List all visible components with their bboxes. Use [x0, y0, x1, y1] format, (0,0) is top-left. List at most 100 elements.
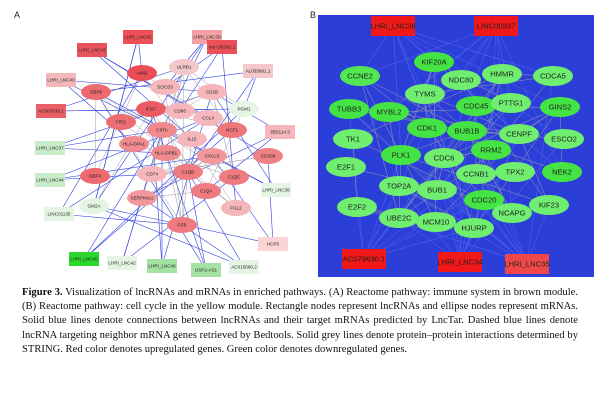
node-label: TK1 [346, 135, 360, 144]
figure-caption: Figure 3. Visualization of lncRNAs and m… [22, 286, 578, 357]
node-shape [456, 96, 496, 116]
node-cfb: CFB [167, 217, 197, 233]
node-shape [127, 65, 157, 81]
node-shape [147, 122, 177, 138]
node-shape [229, 101, 259, 117]
node-shape [329, 99, 369, 119]
node-al035681-1: AL035681.1 [243, 64, 273, 78]
node-shape [151, 145, 181, 161]
node-label: CDCA5 [540, 72, 566, 81]
lnc-edge [49, 147, 167, 154]
node-label: ZB5114.3 [270, 130, 290, 135]
node-ac007036-1: AC007036.1 [36, 104, 66, 118]
node-label: LHRI_LNC42 [108, 261, 136, 266]
node-shape [474, 16, 518, 36]
node-cdca5: CDCA5 [533, 66, 573, 86]
node-label: KIF23 [539, 201, 559, 210]
node-shape [416, 212, 456, 232]
node-label: SERPINA1 [131, 196, 154, 201]
node-shape [150, 79, 180, 95]
ppi-edge [398, 130, 468, 219]
node-label: CENPF [506, 130, 532, 139]
ppi-edge [150, 108, 233, 131]
node-label: FGL2 [230, 206, 242, 211]
ppi-edge [398, 106, 561, 219]
node-c1qa: C1QA [191, 183, 221, 199]
node-ccne2: CCNE2 [340, 66, 380, 86]
node-label: HCP5 [267, 242, 280, 247]
node-ube2c: UBE2C [379, 208, 419, 228]
node-shape [80, 168, 110, 184]
node-label: CFB [177, 223, 186, 228]
node-shape [35, 141, 65, 155]
node-label: CIITA [156, 128, 168, 133]
node-shape [533, 66, 573, 86]
node-rrm2: RRM2 [471, 140, 511, 160]
node-shape [326, 157, 366, 177]
lnc-edge [392, 25, 402, 156]
node-shape [333, 129, 373, 149]
node-shape [337, 197, 377, 217]
node-shape [491, 93, 531, 113]
node-label: GM2A [87, 204, 101, 209]
node-label: TPX2 [506, 168, 525, 177]
node-label: AC015660.2 [231, 265, 257, 270]
ppi-edge [181, 138, 193, 226]
lnc-edge [58, 213, 183, 226]
node-label: CXCL9 [205, 154, 220, 159]
node-shape [69, 252, 99, 266]
node-usp2-as1: USP2-AS1 [191, 263, 221, 277]
panel-a-letter: A [14, 10, 21, 20]
lnc-edge [60, 79, 213, 93]
node-lhri-lnc46: LHRI_LNC46 [147, 259, 177, 273]
ppi-edge [400, 61, 435, 156]
node-plk1: PLK1 [381, 145, 421, 165]
lnc-edge [392, 25, 554, 77]
node-label: LHRI_LNC44 [36, 178, 64, 183]
node-fgl2: FGL2 [221, 200, 251, 216]
node-lhri-lnc45: LHRI_LNC45 [69, 252, 99, 266]
node-pgm1: PGM1 [229, 101, 259, 117]
node-lhri-lnc42: LHRI_LNC42 [107, 256, 137, 270]
node-lhri-lnc36: LHRI_LNC36 [370, 16, 416, 36]
node-shape [379, 176, 419, 196]
node-shape [456, 164, 496, 184]
node-tpx2: TPX2 [495, 162, 535, 182]
node-cdk1: CDK1 [407, 118, 447, 138]
node-shape [471, 140, 511, 160]
node-label: AIM2 [137, 71, 148, 76]
node-cd209: CD209 [253, 148, 283, 164]
node-aim2: AIM2 [127, 65, 157, 81]
lnc-edge [187, 171, 207, 271]
node-shape [147, 259, 177, 273]
node-lhri-lnc40: LHRI_LNC40 [46, 73, 76, 87]
network-diagrams: LHRI_LNC41 LHRI_LNC39 LHRI_LNC43 mo-CR2X2.1… [35, 15, 594, 277]
node-hla-dpa1: HLA-DPA1 [119, 136, 149, 152]
node-label: CCNB1 [463, 170, 489, 179]
lnc-edge [58, 72, 143, 215]
node-tk1: TK1 [333, 129, 373, 149]
node-shape [340, 66, 380, 86]
lnc-edge [352, 25, 497, 140]
node-serpina1: SERPINA1 [127, 190, 157, 206]
lnc-edge [459, 138, 565, 263]
node-shape [193, 110, 223, 126]
caption-text: Visualization of lncRNAs and mRNAs in en… [22, 287, 578, 355]
node-label: LINC01135 [48, 212, 71, 217]
node-shape [499, 124, 539, 144]
ppi-edge [181, 66, 185, 226]
node-cenpf: CENPF [499, 124, 539, 144]
node-label: USP2-AS1 [195, 268, 218, 273]
node-shape [447, 121, 487, 141]
node-shape [381, 145, 421, 165]
node-label: PTTG1 [499, 99, 523, 108]
node-lhri-lnc34: LHRI_LNC34 [437, 252, 483, 272]
node-shape [495, 162, 535, 182]
node-label: mo-CR2X2.1 [209, 45, 236, 50]
caption-label: Figure 3. [22, 287, 63, 298]
node-shape [371, 16, 415, 36]
ppi-edge [359, 75, 428, 129]
node-linc00937: LINC00937 [474, 16, 518, 36]
node-label: UBE2C [386, 214, 412, 223]
lnc-edge [49, 129, 163, 149]
